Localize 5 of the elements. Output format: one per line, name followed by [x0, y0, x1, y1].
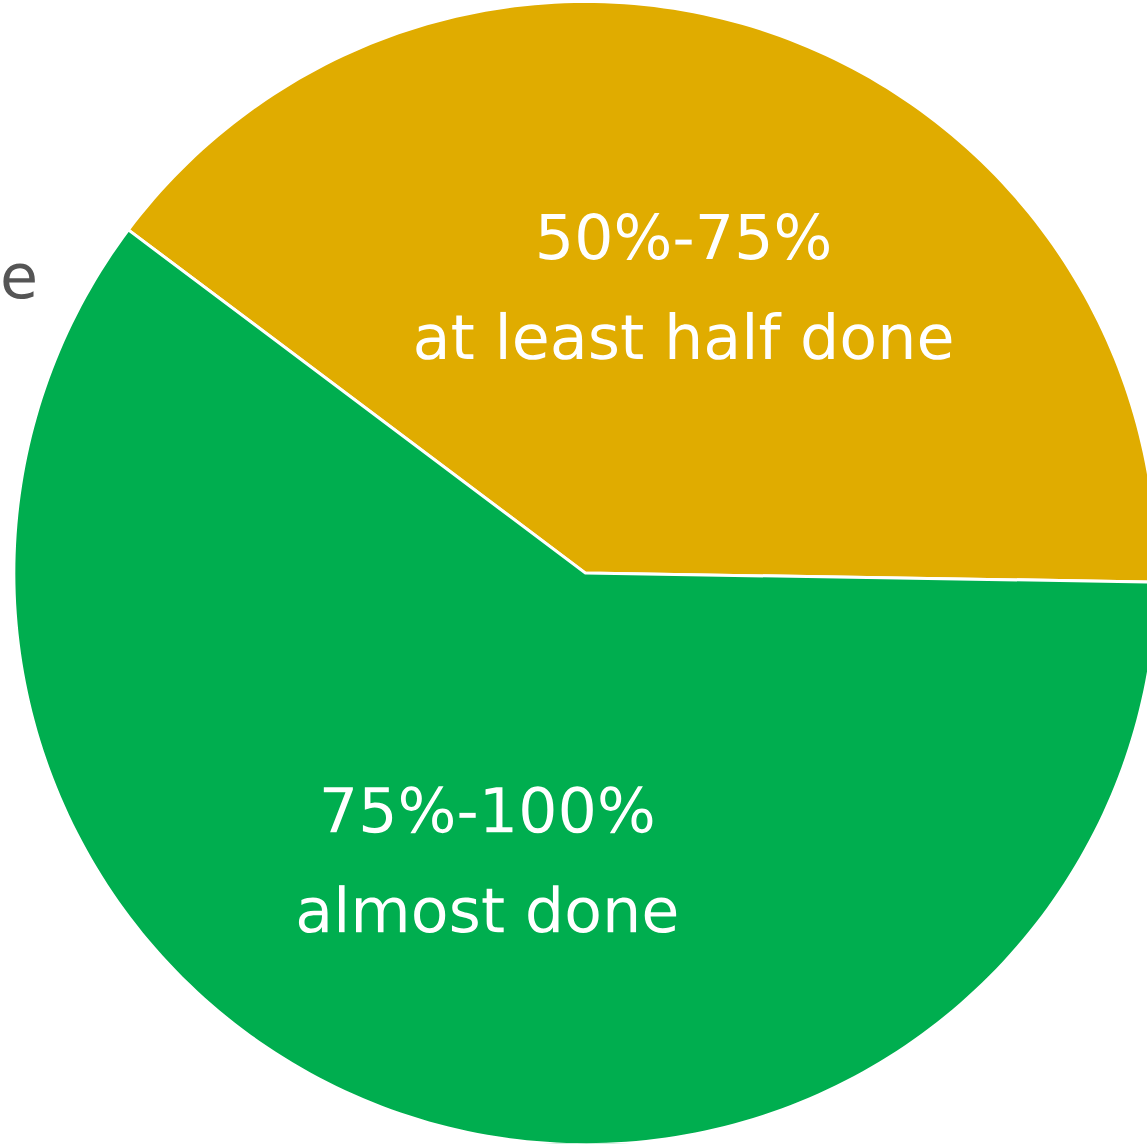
text: at least half done — [416, 312, 952, 361]
text: almost done — [298, 885, 677, 934]
text: e — [3, 263, 35, 300]
slice-label: 50%-75% — [539, 213, 829, 261]
slice-label: 75%-100% — [323, 786, 653, 834]
